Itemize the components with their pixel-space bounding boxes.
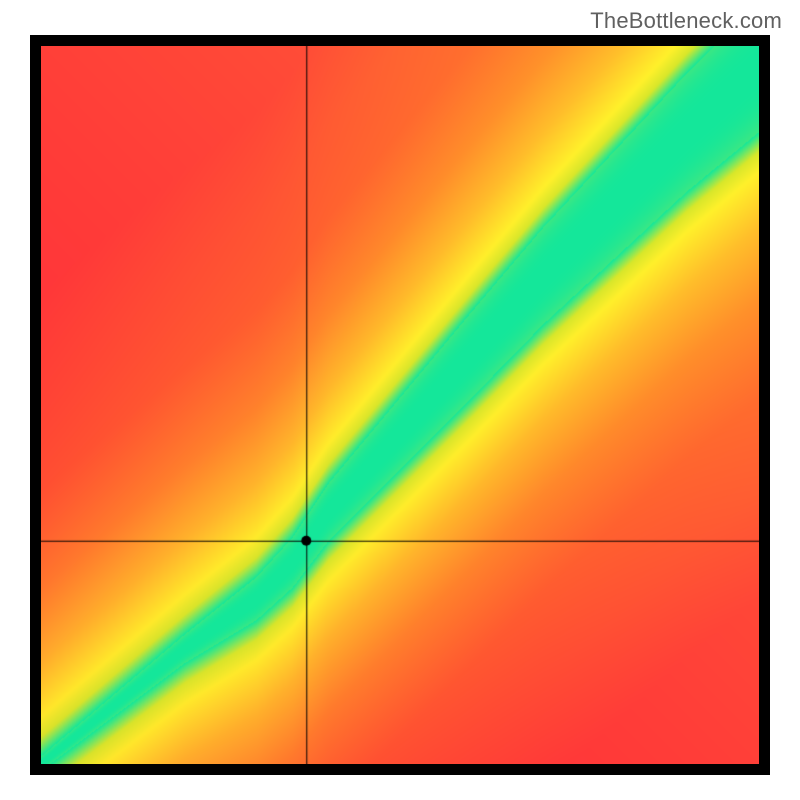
- page-container: TheBottleneck.com: [0, 0, 800, 800]
- bottleneck-heatmap: [41, 46, 759, 764]
- watermark-text: TheBottleneck.com: [590, 8, 782, 34]
- chart-outer-frame: [30, 35, 770, 775]
